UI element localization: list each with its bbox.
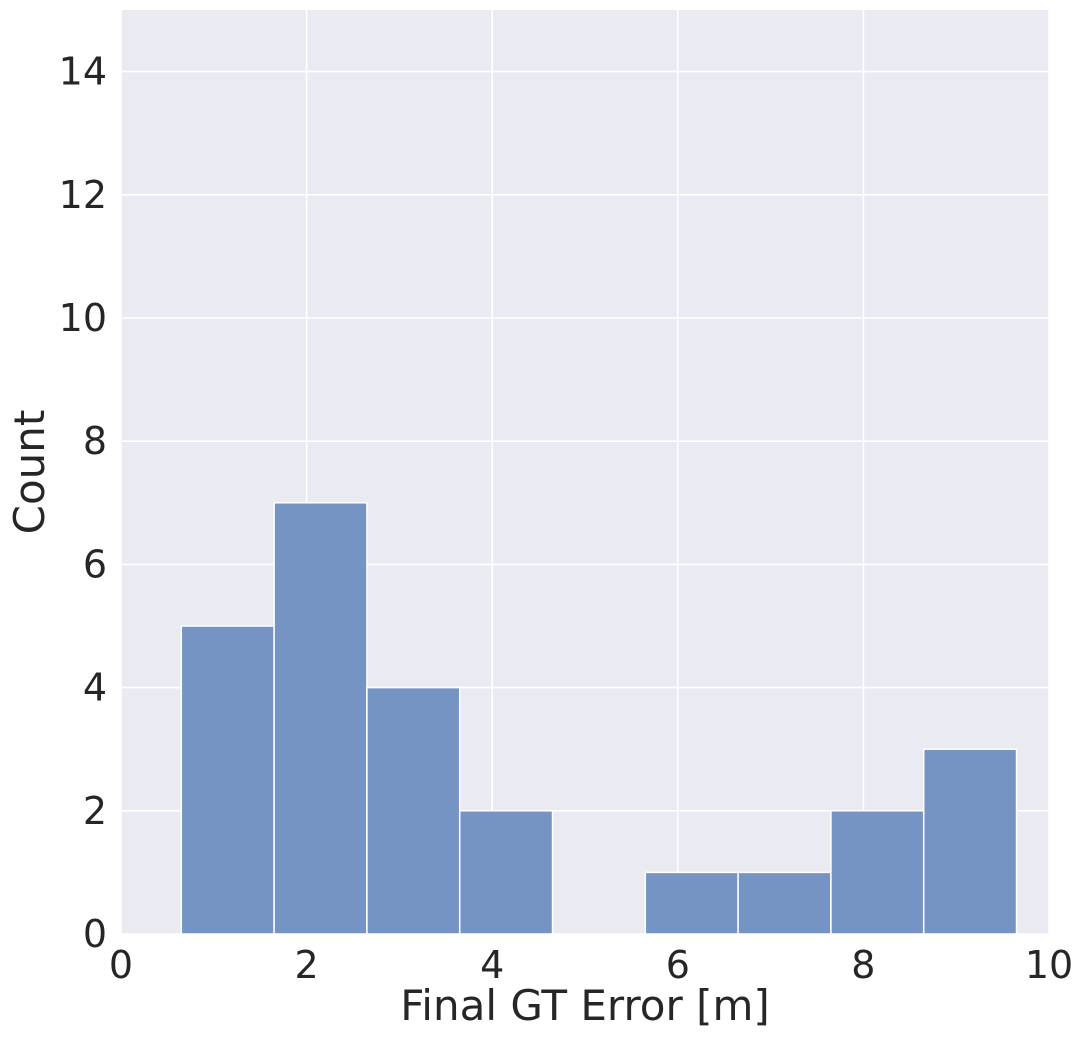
y-tick-label: 14 (59, 50, 107, 94)
x-tick-label: 10 (1025, 943, 1073, 987)
y-axis-title: Count (5, 410, 54, 535)
y-tick-label: 12 (59, 173, 107, 217)
histogram-bars (180, 502, 1018, 935)
y-tick-label: 8 (83, 419, 107, 463)
histogram-bar (180, 625, 275, 935)
histogram-bar (830, 810, 925, 935)
y-tick-label: 0 (83, 912, 107, 956)
histogram-bar (366, 686, 461, 935)
y-tick-label: 4 (83, 666, 107, 710)
x-tick-label: 2 (295, 943, 319, 987)
y-tick-label: 6 (83, 542, 107, 586)
y-tick-label: 10 (59, 296, 107, 340)
x-tick-label: 0 (109, 943, 133, 987)
histogram-bar (644, 871, 739, 935)
x-axis-title: Final GT Error [m] (400, 981, 770, 1030)
x-axis-ticks: 0 2 4 6 8 10 (109, 943, 1073, 987)
histogram-bar (273, 502, 368, 935)
y-axis-ticks: 0 2 4 6 8 10 12 14 (59, 50, 107, 956)
x-tick-label: 6 (666, 943, 690, 987)
x-tick-label: 8 (851, 943, 875, 987)
x-tick-label: 4 (480, 943, 504, 987)
histogram-bar (922, 748, 1018, 935)
histogram-bar (458, 810, 554, 935)
y-tick-label: 2 (83, 789, 107, 833)
histogram-bar (737, 871, 832, 935)
